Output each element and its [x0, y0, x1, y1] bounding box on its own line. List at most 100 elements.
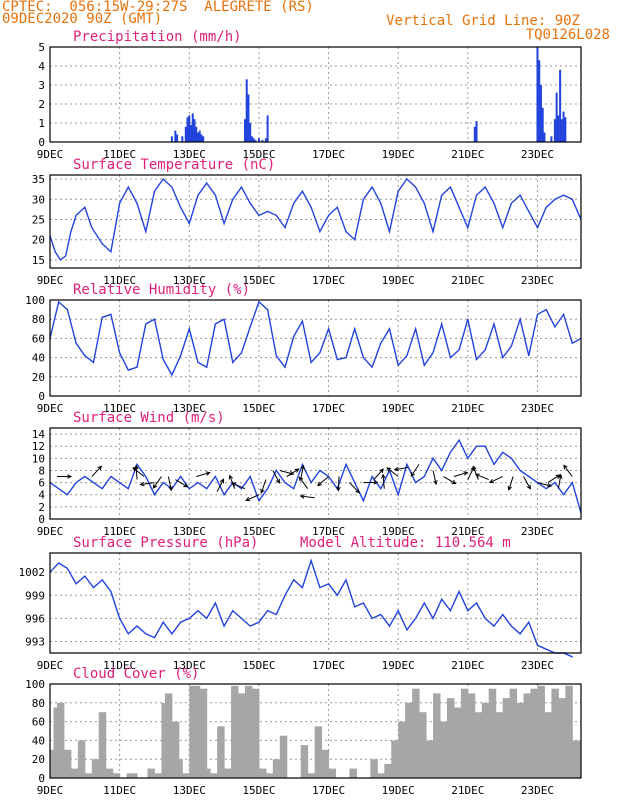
wind-arrow: [272, 470, 280, 484]
humidity-ytick: 80: [32, 313, 45, 326]
temperature-point: [223, 222, 225, 225]
precip-bar: [266, 115, 269, 142]
humidity-point: [240, 352, 243, 354]
wind-arrow-head: [219, 478, 224, 484]
wind-arrow-head: [373, 480, 379, 485]
humidity-ytick: 20: [32, 371, 45, 384]
wind-xtick: 23DEC: [521, 525, 554, 538]
pressure-xtick: 15DEC: [242, 659, 275, 672]
pressure-point: [327, 583, 330, 585]
model-code: TQ0126L028: [525, 27, 610, 43]
cloud-bar: [419, 712, 427, 778]
cloud-ytick: 80: [32, 697, 45, 710]
pressure-point: [545, 648, 547, 650]
wind-arrow-head: [228, 474, 234, 480]
cloud-bar: [300, 745, 309, 778]
precip-bar: [536, 47, 539, 142]
cloud-bar: [154, 773, 162, 778]
cloud-bar: [544, 712, 552, 778]
cloud-bar: [231, 685, 239, 778]
precip-bar: [539, 85, 542, 142]
wind-frame: [49, 427, 582, 520]
precip-bar: [176, 134, 179, 142]
pressure-point: [267, 610, 269, 612]
precip-bar: [247, 94, 250, 142]
precipitation-ytick: 5: [38, 41, 45, 54]
cloud-bar: [63, 749, 72, 778]
wind-ytick: 0: [38, 513, 45, 526]
cloud-bar: [164, 693, 173, 778]
pressure-point: [145, 633, 147, 635]
humidity-point: [275, 355, 277, 357]
cloud-ytick: 20: [32, 753, 45, 766]
pressure-point: [232, 610, 234, 612]
temperature-point: [388, 231, 391, 233]
pressure-point: [336, 594, 338, 596]
wind-point: [528, 475, 530, 478]
temperature-point: [536, 226, 539, 229]
temperature-point: [362, 198, 364, 200]
humidity-point: [232, 361, 234, 363]
precip-bar: [538, 60, 541, 142]
precip-bar: [174, 130, 177, 142]
humidity-point: [528, 355, 530, 357]
pressure-point: [223, 625, 225, 627]
cloud-bar: [258, 768, 267, 778]
wind-xtick: 13DEC: [173, 525, 206, 538]
temperature-ytick: 30: [32, 193, 45, 206]
humidity-point: [449, 357, 452, 359]
station-header: CPTEC: 056:15W-29:27S ALEGRETE (RS): [2, 0, 314, 15]
precip-bar: [184, 126, 187, 142]
humidity-point: [75, 342, 77, 344]
cloud-bar: [481, 702, 490, 778]
pressure-point: [284, 594, 286, 596]
humidity-point: [284, 366, 286, 368]
temperature-point: [206, 182, 208, 184]
wind-arrow: [152, 476, 162, 489]
temperature-point: [301, 190, 304, 192]
precip-bar: [562, 111, 565, 142]
precipitation-xtick: 21DEC: [451, 148, 484, 161]
cloud-bar: [210, 773, 218, 778]
pressure-ytick: 996: [25, 612, 45, 625]
pressure-point: [153, 637, 156, 639]
humidity-point: [119, 352, 121, 354]
cloud-bar: [446, 698, 455, 778]
cloud-bar: [182, 773, 190, 778]
precip-bar: [193, 119, 196, 142]
wind-point: [406, 463, 408, 465]
wind-arrow-head: [298, 476, 304, 482]
wind-arrow-head: [451, 479, 457, 485]
pressure-point: [345, 579, 347, 581]
wind-arrow-head: [275, 478, 280, 484]
pressure-point: [502, 613, 504, 616]
pressure-point: [136, 625, 138, 627]
wind-arrow-head: [393, 466, 399, 472]
humidity-point: [388, 328, 391, 330]
cloud-bar: [161, 702, 166, 778]
temperature-point: [127, 186, 129, 188]
humidity-xtick: 15DEC: [242, 402, 275, 415]
wind-point: [258, 500, 260, 502]
humidity-point: [354, 328, 356, 330]
temperature-xtick: 13DEC: [173, 274, 206, 287]
wind-arrow-head: [555, 474, 561, 479]
wind-arrow-head: [299, 494, 305, 499]
temperature-point: [562, 194, 565, 196]
wind-arrow: [140, 482, 155, 486]
pressure-point: [197, 610, 199, 612]
precip-bar: [190, 124, 193, 142]
wind-arrow: [410, 464, 420, 477]
humidity-point: [441, 323, 443, 325]
wind-arrow-head: [336, 486, 341, 492]
temperature-point: [493, 202, 495, 204]
temperature-ytick: 20: [32, 234, 45, 247]
temperature-point: [267, 210, 269, 212]
temperature-point: [153, 190, 156, 192]
temperature-frame: [49, 174, 582, 269]
humidity-point: [223, 318, 225, 320]
temperature-point: [258, 214, 260, 217]
humidity-point: [301, 320, 304, 322]
temperature-point: [554, 198, 556, 200]
temperature-point: [70, 231, 72, 233]
